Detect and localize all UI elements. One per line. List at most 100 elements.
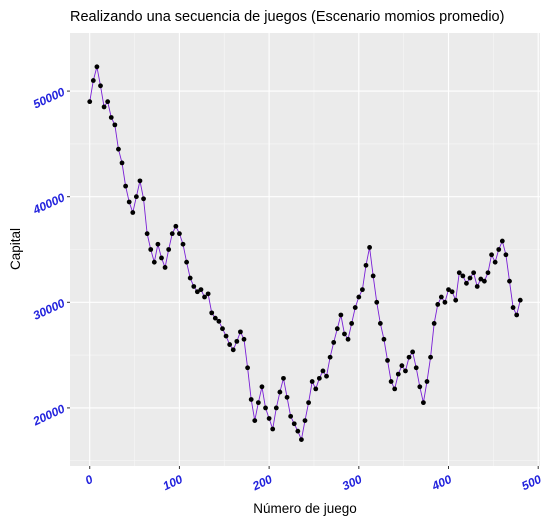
data-point bbox=[406, 354, 412, 360]
data-point bbox=[299, 437, 304, 442]
data-point bbox=[108, 115, 114, 120]
data-point bbox=[270, 426, 276, 432]
data-point bbox=[133, 194, 139, 200]
data-point bbox=[288, 413, 294, 419]
data-point bbox=[385, 357, 390, 363]
data-point bbox=[187, 275, 193, 281]
data-point bbox=[98, 83, 103, 89]
data-point bbox=[456, 270, 462, 276]
data-point bbox=[284, 394, 290, 400]
data-point bbox=[212, 315, 218, 321]
grid-lines bbox=[70, 33, 540, 466]
data-point bbox=[273, 405, 279, 411]
data-point bbox=[137, 178, 143, 184]
x-tick-label: 300 bbox=[340, 472, 364, 493]
x-axis-title: Número de juego bbox=[253, 501, 357, 516]
data-point bbox=[342, 331, 347, 337]
data-point bbox=[438, 294, 444, 300]
data-point bbox=[259, 384, 265, 390]
data-point bbox=[399, 363, 405, 369]
data-point bbox=[173, 223, 179, 229]
data-point bbox=[194, 289, 200, 295]
data-point bbox=[349, 321, 355, 326]
x-axis-ticks: 0 100 200 300 400 500 bbox=[83, 466, 544, 494]
data-point bbox=[245, 365, 250, 371]
data-point bbox=[155, 241, 161, 247]
data-point bbox=[130, 210, 136, 215]
data-point bbox=[410, 349, 416, 355]
data-point bbox=[90, 78, 96, 83]
data-point bbox=[148, 247, 154, 252]
data-point bbox=[449, 289, 455, 295]
data-point bbox=[481, 278, 487, 284]
x-tick-label: 0 bbox=[83, 472, 95, 488]
data-point bbox=[302, 418, 308, 423]
data-point bbox=[442, 299, 448, 305]
data-point bbox=[263, 405, 268, 411]
data-point bbox=[395, 371, 401, 377]
y-tick-label: 50000 bbox=[31, 85, 67, 112]
data-point bbox=[485, 270, 491, 276]
data-point bbox=[388, 379, 394, 384]
data-point bbox=[177, 231, 182, 237]
data-point bbox=[116, 146, 121, 152]
data-point bbox=[435, 302, 441, 307]
data-point bbox=[356, 294, 362, 300]
data-point bbox=[241, 336, 247, 342]
data-point bbox=[413, 365, 419, 371]
data-point bbox=[291, 421, 297, 427]
y-tick-label: 40000 bbox=[30, 190, 67, 217]
data-point bbox=[238, 329, 243, 335]
data-point bbox=[392, 386, 398, 392]
data-point bbox=[313, 386, 319, 392]
data-point bbox=[101, 104, 107, 110]
data-point bbox=[144, 231, 150, 237]
chart-title: Realizando una secuencia de juegos (Esce… bbox=[70, 9, 504, 25]
x-tick-label: 500 bbox=[519, 472, 543, 493]
data-point bbox=[424, 379, 430, 384]
data-point bbox=[309, 379, 315, 384]
data-point bbox=[105, 99, 111, 105]
data-point bbox=[428, 354, 433, 360]
y-tick-label: 20000 bbox=[30, 401, 67, 428]
y-axis-title: Capital bbox=[8, 228, 23, 270]
data-point bbox=[216, 318, 222, 324]
data-point bbox=[306, 400, 311, 406]
data-point bbox=[431, 321, 437, 326]
data-point bbox=[492, 259, 498, 265]
data-point bbox=[453, 297, 459, 303]
data-point bbox=[499, 238, 505, 244]
data-point bbox=[141, 196, 146, 202]
data-point bbox=[202, 294, 207, 300]
data-point bbox=[381, 336, 387, 342]
data-point bbox=[460, 273, 466, 279]
data-point bbox=[205, 291, 211, 297]
data-point bbox=[464, 280, 469, 286]
data-point bbox=[255, 400, 261, 406]
data-point bbox=[162, 265, 168, 270]
data-point bbox=[169, 231, 175, 237]
data-point bbox=[446, 287, 451, 293]
data-point bbox=[360, 287, 365, 293]
data-point bbox=[514, 312, 520, 318]
data-point bbox=[334, 326, 340, 332]
data-point bbox=[234, 338, 240, 344]
data-point bbox=[151, 259, 157, 265]
data-point bbox=[403, 368, 408, 374]
data-point bbox=[159, 255, 164, 261]
data-point bbox=[227, 342, 233, 347]
data-point bbox=[352, 305, 358, 310]
data-point bbox=[331, 340, 337, 345]
data-point bbox=[248, 397, 254, 402]
data-point bbox=[467, 275, 473, 281]
data-point bbox=[252, 418, 258, 423]
data-point bbox=[489, 252, 494, 258]
data-point bbox=[417, 384, 423, 390]
x-tick-label: 200 bbox=[249, 472, 274, 494]
data-point bbox=[374, 299, 380, 305]
data-point bbox=[324, 373, 329, 379]
data-point bbox=[367, 244, 372, 250]
data-point bbox=[198, 287, 204, 293]
